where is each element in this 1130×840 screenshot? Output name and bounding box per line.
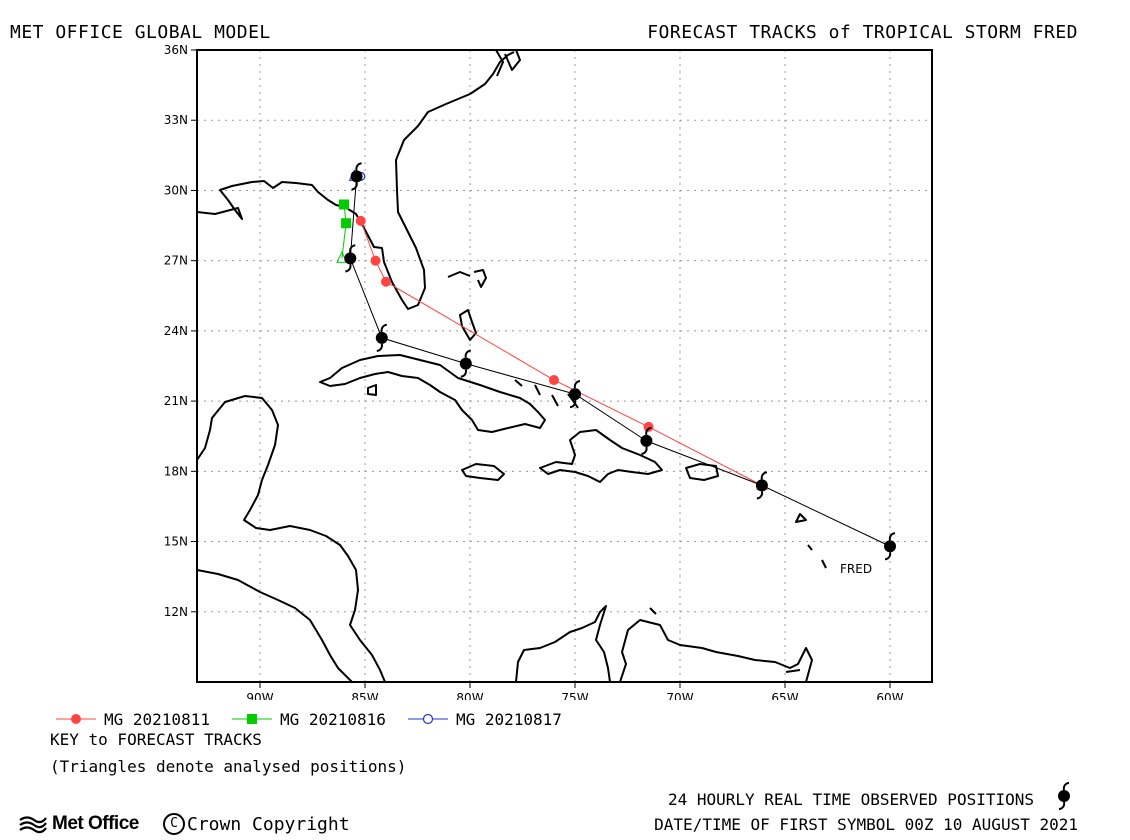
island-cuba (319, 354, 546, 433)
copyright-icon: C (163, 813, 185, 835)
legend: MG 20210811 MG 20210816 MG 20210817 (56, 708, 584, 730)
logo-text: Met Office (52, 813, 139, 834)
coastline-outer-banks (504, 50, 521, 71)
coastline-us-gulf (197, 51, 515, 310)
forecast-point (339, 199, 349, 210)
x-tick-label: 80W (456, 691, 483, 700)
y-tick-label: 27N (164, 254, 188, 268)
map-grid (197, 49, 932, 682)
red-circle-line-icon (56, 714, 96, 724)
header-title-right: FORECAST TRACKS of TROPICAL STORM FRED (647, 22, 1078, 43)
forecast-track-line (360, 220, 763, 486)
observed-position-symbol (755, 471, 768, 500)
observed-track-line (349, 176, 891, 547)
coastline-south-america (515, 605, 611, 682)
header-title-left: MET OFFICE GLOBAL MODEL (10, 22, 271, 43)
forecast-point (549, 375, 559, 386)
observed-position-symbol (375, 323, 388, 352)
island-small-east (807, 544, 827, 569)
y-tick-label: 15N (164, 535, 188, 549)
island-puerto-rico (685, 463, 719, 481)
forecast-track-line (341, 204, 347, 259)
blue-open-circle-line-icon (407, 713, 448, 725)
copyright-text: Crown Copyright (187, 813, 350, 835)
observed-position-symbol (569, 380, 581, 409)
observed-position-symbol (350, 162, 363, 191)
y-tick-label: 24N (164, 324, 188, 338)
y-tick-label: 36N (164, 43, 188, 57)
observed-positions-label: 24 HOURLY REAL TIME OBSERVED POSITIONS (667, 790, 1034, 809)
legend-item-mg-20210817: MG 20210817 (407, 709, 562, 729)
island-isle-of-youth (367, 384, 377, 396)
observed-position-symbol (459, 349, 472, 378)
first-symbol-datetime: DATE/TIME OF FIRST SYMBOL 00Z 10 AUGUST … (654, 815, 1078, 834)
y-tick-label: 12N (164, 605, 188, 619)
observed-position-symbol (640, 426, 653, 455)
x-tick-label: 75W (561, 691, 588, 700)
legend-title: KEY to FORECAST TRACKS (50, 730, 262, 749)
x-tick-label: 70W (666, 691, 693, 700)
island-bahamas-andros (459, 309, 477, 341)
coastline-venezuela (619, 619, 813, 682)
y-tick-label: 33N (164, 113, 188, 127)
storm-name-label: FRED (840, 562, 872, 576)
island-jamaica (461, 463, 505, 481)
x-axis-ticks: 90W 85W 80W 75W 70W 65W 60W (246, 682, 904, 700)
coastline-mexico-pacific (197, 569, 353, 682)
forecast-track-map: 90W 85W 80W 75W 70W 65W 60W 36N 33N 30N 27N 24N 21N… (164, 43, 933, 700)
storm-tracks (336, 162, 896, 561)
forecast-point (370, 255, 381, 266)
legend-label: MG 20210811 (104, 709, 210, 729)
copyright-notice: C Crown Copyright (163, 813, 350, 835)
forecast-point (341, 218, 352, 229)
island-leeward (795, 513, 807, 523)
map-frame (196, 49, 933, 683)
y-tick-label: 21N (164, 394, 188, 408)
green-square-line-icon (231, 714, 272, 724)
coastline-us-north (495, 50, 504, 77)
island-hispaniola (539, 429, 663, 483)
x-tick-label: 60W (876, 691, 903, 700)
coastline-mexico (197, 395, 386, 682)
x-tick-label: 65W (771, 691, 798, 700)
met-office-logo: Met Office (18, 813, 139, 835)
observed-position-symbol (884, 532, 896, 561)
y-tick-label: 30N (164, 183, 188, 197)
island-bahamas-east (514, 379, 579, 409)
legend-label: MG 20210817 (455, 709, 562, 729)
met-office-waves-icon (19, 816, 47, 834)
legend-note: (Triangles denote analysed positions) (50, 757, 407, 776)
x-tick-label: 90W (246, 691, 273, 700)
y-axis-ticks: 36N 33N 30N 27N 24N 21N 18N 15N 12N (164, 43, 197, 619)
island-bahamas-north (447, 269, 487, 288)
legend-label: MG 20210816 (279, 709, 386, 729)
hurricane-symbol-icon (1058, 782, 1070, 810)
coastlines (197, 50, 827, 682)
y-tick-label: 18N (164, 464, 188, 478)
x-tick-label: 85W (351, 691, 378, 700)
legend-item-mg-20210816: MG 20210816 (231, 709, 386, 729)
forecast-point (355, 215, 366, 226)
observed-position-symbol (344, 244, 357, 273)
forecast-point (381, 276, 391, 287)
forecast-point (643, 421, 654, 432)
island-trinidad (649, 607, 801, 673)
legend-item-mg-20210811: MG 20210811 (56, 710, 210, 729)
